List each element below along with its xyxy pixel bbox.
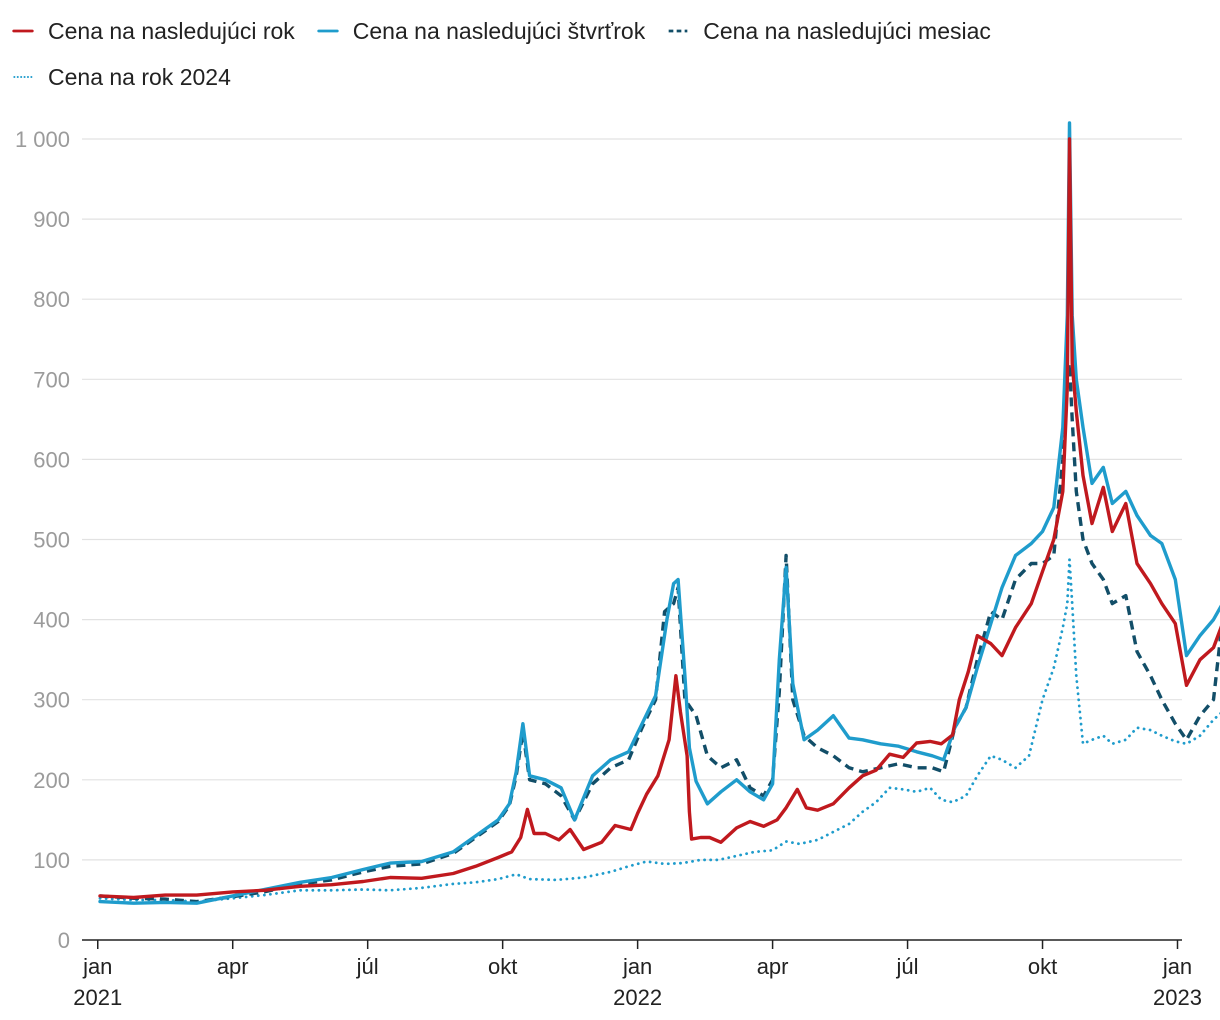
series-line-1 (98, 121, 1220, 905)
legend-label-mesiac: Cena na nasledujúci mesiac (703, 17, 991, 44)
chart-legend: Cena na nasledujúci rok Cena na nasleduj… (8, 14, 1208, 106)
legend-row-1: Cena na nasledujúci rok Cena na nasleduj… (8, 14, 1208, 48)
legend-swatch-stvrtrok (317, 29, 339, 33)
x-tick-label: jan (622, 954, 652, 979)
legend-label-rok: Cena na nasledujúci rok (48, 17, 295, 44)
x-axis-ticks: jan 2021 apr júl okt jan 2022 apr júl okt jan 2023 (73, 940, 1202, 1010)
legend-swatch-rok (12, 29, 34, 33)
series-line-0 (98, 137, 1220, 900)
x-tick-label: júl (896, 954, 919, 979)
series-lines (98, 121, 1220, 905)
x-tick-label: jan (1162, 954, 1192, 979)
y-axis-ticks: 0 100 200 300 400 500 600 700 800 900 1 000 (15, 127, 70, 953)
x-tick-label: júl (356, 954, 379, 979)
x-tick-year: 2023 (1153, 985, 1202, 1010)
y-tick-label: 500 (33, 528, 70, 553)
y-tick-label: 0 (58, 928, 70, 953)
x-tick-year: 2022 (613, 985, 662, 1010)
legend-label-stvrtrok: Cena na nasledujúci štvrťrok (352, 17, 646, 44)
series-line-3 (98, 558, 1220, 903)
y-tick-label: 400 (33, 608, 70, 633)
x-tick-label: jan (82, 954, 112, 979)
legend-swatch-mesiac (668, 29, 688, 33)
y-tick-label: 900 (33, 207, 70, 232)
legend-swatch-2024 (13, 76, 34, 78)
y-tick-label: 1 000 (15, 127, 70, 152)
y-tick-label: 700 (33, 367, 70, 392)
legend-item-mesiac[interactable]: Cena na nasledujúci mesiac (663, 18, 991, 45)
y-tick-label: 800 (33, 287, 70, 312)
x-tick-label: apr (217, 954, 249, 979)
grid-lines (82, 138, 1182, 861)
legend-item-stvrtrok[interactable]: Cena na nasledujúci štvrťrok (313, 18, 645, 45)
x-tick-label: okt (1028, 954, 1057, 979)
y-tick-label: 300 (33, 688, 70, 713)
legend-item-2024[interactable]: Cena na rok 2024 (8, 64, 231, 91)
legend-label-2024: Cena na rok 2024 (48, 63, 231, 90)
x-tick-label: okt (488, 954, 517, 979)
x-tick-year: 2021 (73, 985, 122, 1010)
x-tick-label: apr (757, 954, 789, 979)
y-tick-label: 100 (33, 848, 70, 873)
legend-item-rok[interactable]: Cena na nasledujúci rok (8, 18, 295, 45)
legend-row-2: Cena na rok 2024 (8, 60, 1208, 94)
y-tick-label: 200 (33, 768, 70, 793)
y-tick-label: 600 (33, 447, 70, 472)
series-line-2 (99, 361, 1220, 904)
